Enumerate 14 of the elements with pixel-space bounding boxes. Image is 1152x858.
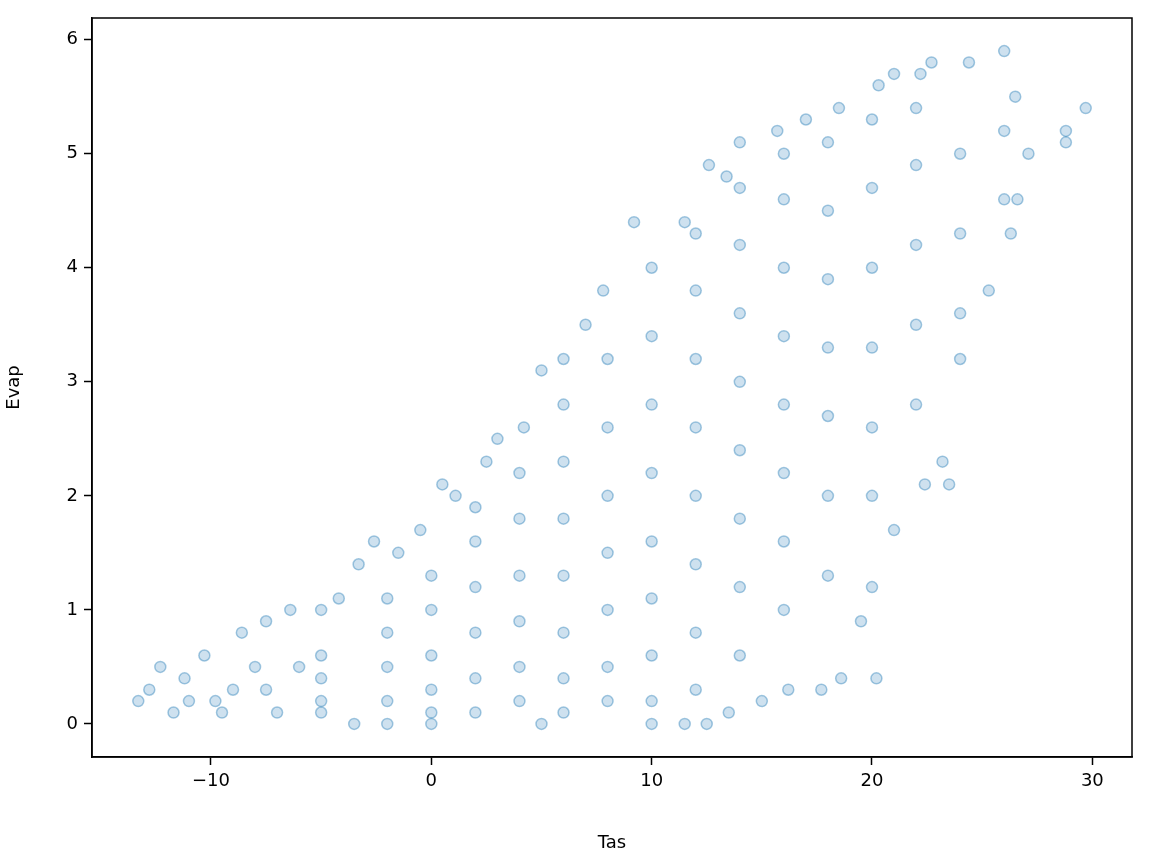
x-tick-label: 0 [425,769,438,791]
x-axis-title: Tas [596,830,627,852]
x-tick-label: −10 [191,769,230,791]
y-tick-label: 4 [66,255,78,277]
y-tick-label: 0 [66,711,78,733]
y-tick-label: 3 [66,369,78,391]
x-tick-label: 10 [640,769,664,791]
x-tick-label: 30 [1080,769,1104,791]
y-tick-label: 6 [66,27,78,49]
x-tick-label: 20 [860,769,884,791]
y-axis-title: Evap [2,365,24,410]
y-tick-label: 2 [66,483,78,505]
y-tick-label: 5 [66,141,78,163]
y-tick-label: 1 [66,597,78,619]
